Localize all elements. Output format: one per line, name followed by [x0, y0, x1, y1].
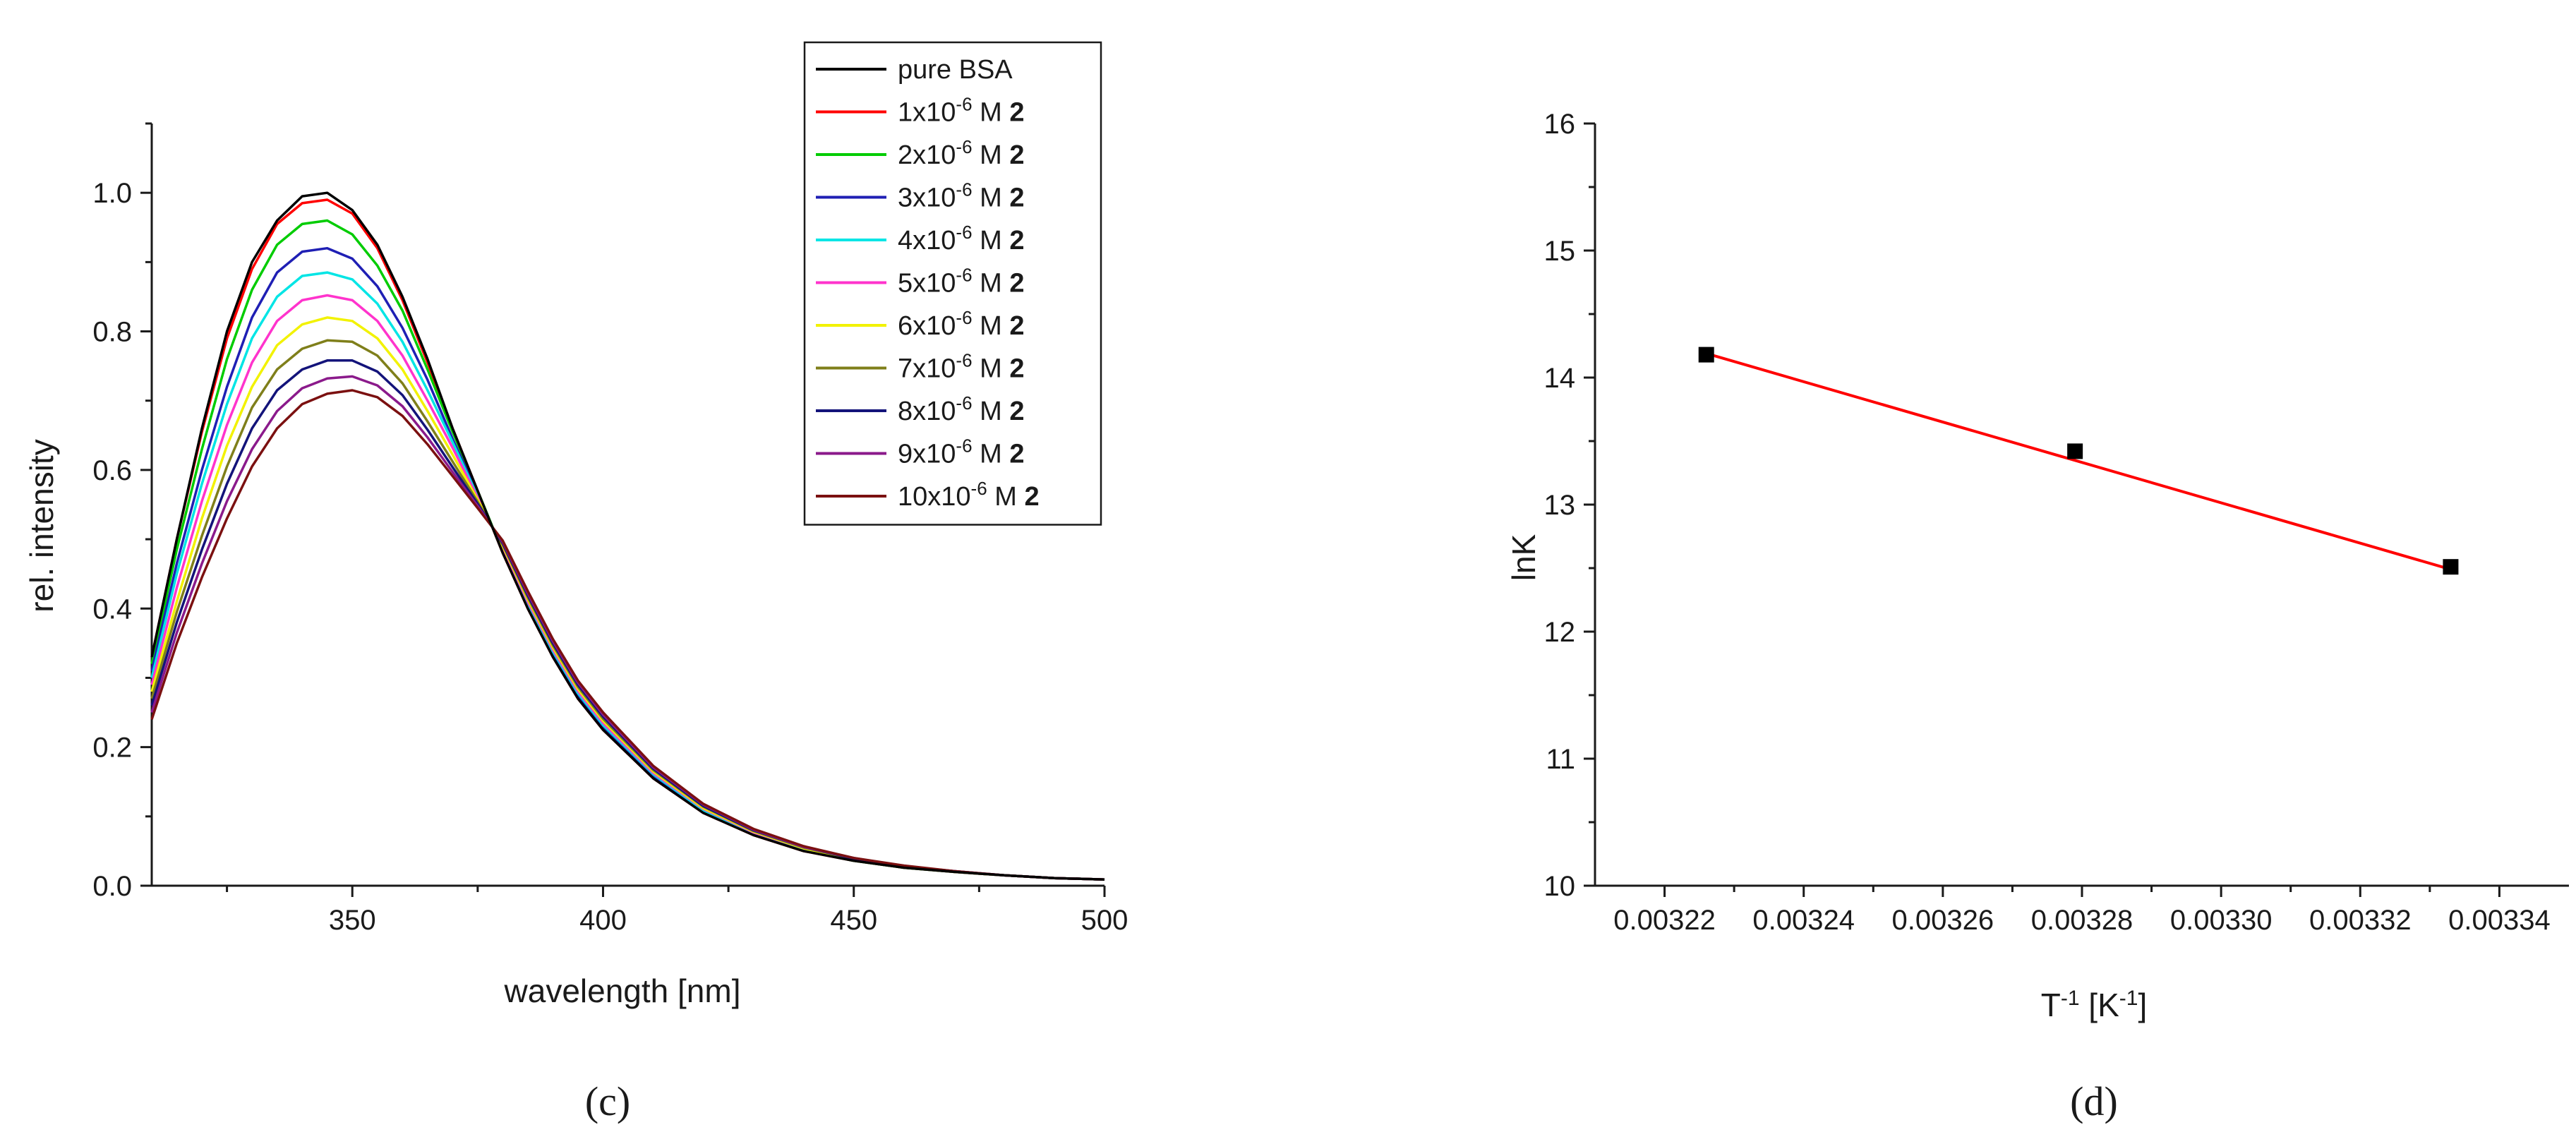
panel-d-x-tick-label: 0.00322: [1613, 905, 1716, 936]
panel-d-y-tick-label: 16: [1544, 109, 1576, 140]
panel-c-series-lines: [150, 191, 1105, 881]
panel-c-legend-entry: 4x10-6 M 2: [898, 222, 1024, 255]
panel-c-legend-entry: 8x10-6 M 2: [898, 392, 1024, 426]
panel-d-x-tick-label: 0.00332: [2309, 905, 2412, 936]
panel-d-y-tick-label: 15: [1544, 236, 1576, 267]
panel-d-y-axis-label: lnK: [1505, 534, 1542, 581]
panel-c-axes: 0.0 0.2 0.4 0.6 0.8 1.0 350 400 450 500: [92, 122, 1128, 936]
panel-d-plot: [1698, 347, 2459, 575]
panel-d-chart: 10 11 12 13 14 15 16 0.00322 0.00324 0.00326 0.003…: [1505, 109, 2569, 1124]
panel-c-y-tick-label: 0.8: [92, 317, 132, 348]
panel-d-y-tick-label: 10: [1544, 871, 1576, 902]
panel-d-data-point: [2443, 559, 2459, 575]
panel-c-legend-entry: 10x10-6 M 2: [898, 478, 1040, 512]
panel-c-x-axis-label: wavelength [nm]: [504, 973, 741, 1009]
panel-c-legend: pure BSA 1x10-6 M 2 2x10-6 M 2 3x10-6 M 2 4x…: [803, 41, 1102, 526]
panel-c-y-tick-label: 0.6: [92, 455, 132, 486]
panel-c-y-tick-label: 0.0: [92, 871, 132, 902]
panel-d-fit-line: [1706, 351, 2451, 571]
panel-c-chart: 0.0 0.2 0.4 0.6 0.8 1.0 350 400 450 500 wavelengt…: [23, 41, 1128, 1124]
panel-c-x-tick-label: 400: [579, 905, 627, 936]
panel-d-x-tick-label: 0.00326: [1892, 905, 1994, 936]
panel-d-x-tick-label: 0.00324: [1752, 905, 1855, 936]
panel-d-axes: 10 11 12 13 14 15 16 0.00322 0.00324 0.00326 0.003…: [1544, 109, 2569, 936]
panel-d-y-tick-label: 13: [1544, 490, 1576, 521]
panel-c-legend-entry: 9x10-6 M 2: [898, 435, 1024, 469]
panel-d-y-tick-label: 12: [1544, 617, 1576, 648]
panel-d-x-tick-label: 0.00328: [2031, 905, 2133, 936]
panel-c-x-tick-label: 450: [830, 905, 877, 936]
panel-d-y-tick-label: 11: [1546, 744, 1575, 775]
panel-c-y-tick-label: 0.2: [92, 733, 132, 764]
panel-c-y-tick-label: 0.4: [92, 594, 132, 625]
panel-c-legend-entry: 1x10-6 M 2: [898, 94, 1024, 128]
panel-d-y-tick-label: 14: [1544, 363, 1576, 394]
panel-c-legend-entry: 5x10-6 M 2: [898, 265, 1024, 299]
panel-c-x-tick-label: 500: [1081, 905, 1128, 936]
panel-c-legend-entry: 7x10-6 M 2: [898, 350, 1024, 384]
panel-d-data-point: [1698, 347, 1714, 363]
panel-c-legend-entry: 2x10-6 M 2: [898, 136, 1024, 170]
panel-c-series-line: [150, 389, 1105, 881]
panel-d-x-tick-label: 0.00330: [2170, 905, 2273, 936]
panel-c-legend-entry: 6x10-6 M 2: [898, 307, 1024, 341]
panel-d-x-axis-label: T-1 [K-1]: [2041, 987, 2148, 1024]
panel-c-label: (c): [585, 1078, 630, 1124]
panel-d-label: (d): [2070, 1078, 2118, 1124]
panel-d-x-tick-label: 0.00334: [2448, 905, 2551, 936]
panel-c-legend-entry: pure BSA: [898, 55, 1013, 85]
panel-c-series-line: [150, 191, 1105, 881]
panel-c-legend-entry: 3x10-6 M 2: [898, 179, 1024, 213]
panel-c-x-tick-label: 350: [329, 905, 376, 936]
panel-d-data-point: [2067, 443, 2083, 459]
panel-c-y-tick-label: 1.0: [92, 178, 132, 209]
panel-c-y-axis-label: rel. intensity: [23, 439, 60, 612]
